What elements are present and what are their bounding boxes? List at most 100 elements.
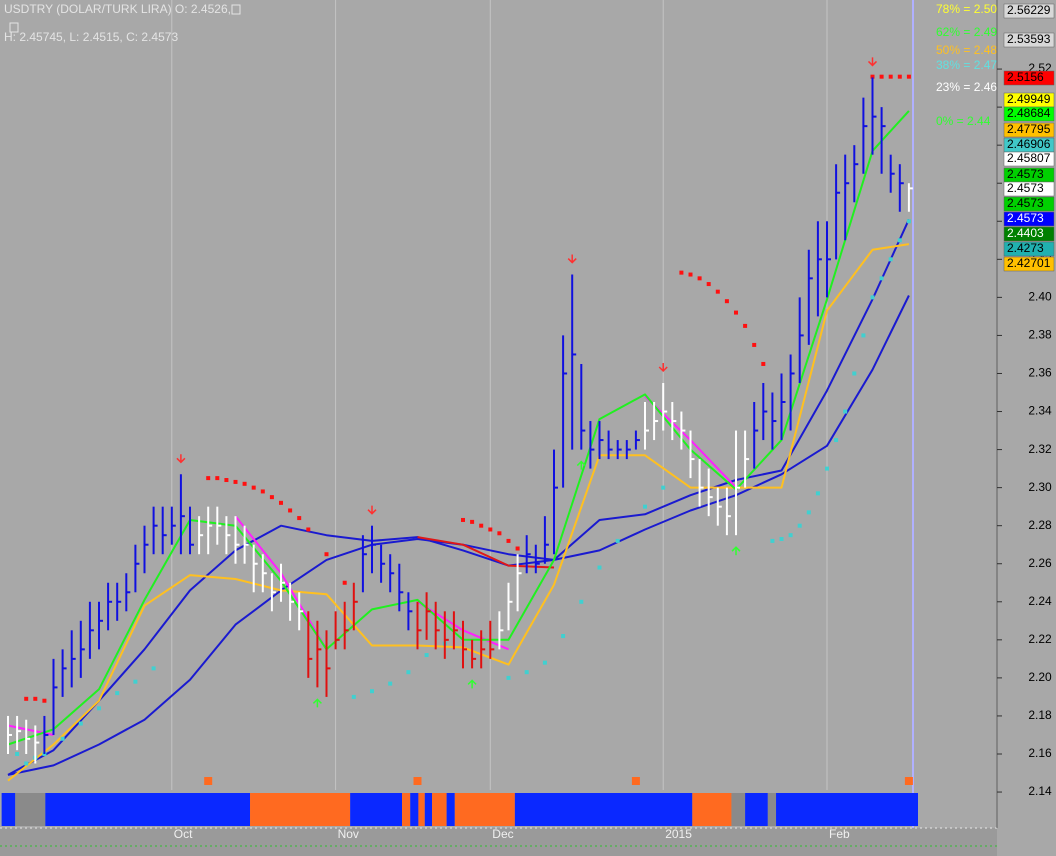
indicator-line	[417, 536, 555, 569]
trend-band	[418, 793, 425, 826]
y-tick-label: 2.26	[1028, 556, 1052, 570]
sar-dot	[643, 504, 647, 509]
price-label: 2.42701	[1007, 256, 1051, 270]
sar-dot	[24, 761, 29, 766]
sar-dot	[497, 531, 502, 536]
sar-dot	[815, 491, 820, 496]
chart-title: USDTRY (DOLAR/TURK LIRA) O: 2.4526,	[4, 2, 231, 16]
sell-signal	[658, 362, 668, 373]
trend-band	[432, 793, 447, 826]
buy-signal	[731, 546, 741, 556]
sar-dot	[761, 361, 766, 366]
sar-dot	[42, 698, 47, 703]
chart-subtitle: H: 2.45745, L: 2.4515, C: 2.4573	[4, 30, 178, 44]
trend-band	[692, 793, 732, 826]
sell-signal	[176, 454, 186, 464]
fib-label: 0% = 2.44	[936, 114, 991, 128]
price-label: 2.4403	[1007, 226, 1044, 240]
sar-dot	[688, 272, 693, 277]
y-tick-label: 2.14	[1028, 784, 1052, 798]
y-tick-label: 2.20	[1028, 670, 1052, 684]
price-label-box	[1003, 196, 1055, 212]
sar-dot	[424, 653, 429, 658]
sar-dot	[297, 516, 302, 521]
trend-band	[514, 793, 693, 826]
sar-dot	[779, 536, 784, 541]
fib-label: 62% = 2.49	[936, 25, 997, 39]
trend-band	[745, 793, 768, 826]
price-label: 2.4573	[1007, 167, 1044, 181]
price-label: 2.48684	[1007, 106, 1051, 120]
sar-dot	[615, 538, 620, 543]
y-tick-label: 2.32	[1028, 442, 1052, 456]
sar-dot	[306, 527, 311, 532]
sar-dot	[906, 74, 911, 79]
indicator-line	[7, 218, 910, 776]
sar-dot	[888, 74, 893, 79]
sar-dot	[542, 660, 547, 665]
sar-dot	[524, 670, 529, 675]
trend-band	[402, 793, 411, 826]
price-label: 2.4573	[1007, 211, 1044, 225]
icon	[9, 22, 19, 33]
sar-dot	[279, 500, 283, 505]
sar-dot	[461, 517, 465, 522]
sar-dot	[388, 681, 393, 686]
fib-label: 78% = 2.50	[936, 2, 997, 16]
price-label-box	[1003, 122, 1055, 138]
sell-signal	[367, 505, 377, 515]
sar-dot	[488, 527, 493, 532]
price-label: 2.4573	[1007, 196, 1044, 210]
sar-dot	[770, 538, 775, 543]
price-label-box	[1003, 181, 1055, 197]
x-tick-label: Nov	[338, 827, 359, 841]
sar-dot	[133, 679, 138, 684]
sar-dot	[788, 533, 793, 538]
sar-dot	[233, 479, 238, 484]
y-tick-label: 2.16	[1028, 746, 1052, 760]
sar-dot	[906, 219, 911, 224]
sar-dot	[597, 565, 602, 570]
trend-band	[731, 793, 746, 826]
y-tick-label: 2.28	[1028, 518, 1052, 532]
price-label: 2.5156	[1007, 70, 1044, 84]
price-label-box	[1003, 32, 1055, 48]
sar-dot	[206, 476, 211, 481]
sar-dot	[870, 74, 875, 79]
price-label-box	[1003, 151, 1055, 167]
price-label-box	[1003, 106, 1055, 122]
sar-dot	[151, 666, 156, 671]
price-label-box	[1003, 3, 1055, 19]
sar-dot	[78, 721, 83, 726]
sar-dot	[470, 519, 475, 524]
x-tick-label: Feb	[829, 827, 850, 841]
sar-dot	[715, 289, 720, 294]
sar-dot	[897, 74, 902, 79]
sar-dot	[370, 689, 374, 694]
y-tick-label: 2.18	[1028, 708, 1052, 722]
sar-dot	[288, 508, 293, 513]
y-tick-label: 2.30	[1028, 480, 1052, 494]
price-label-box	[1003, 70, 1055, 86]
price-label: 2.4273	[1007, 241, 1044, 255]
price-label: 2.53593	[1007, 32, 1051, 46]
buy-signal	[467, 679, 477, 689]
sar-dot	[706, 282, 711, 287]
x-tick-label: 2015	[665, 827, 692, 841]
sar-dot	[743, 323, 748, 328]
price-label-box	[1003, 226, 1055, 242]
sar-dot	[115, 691, 120, 696]
sar-dot	[60, 736, 65, 741]
sar-dot	[515, 546, 520, 551]
sar-dot	[797, 523, 802, 528]
sar-dot	[224, 478, 229, 483]
buy-signal	[576, 460, 586, 470]
trend-band	[250, 793, 351, 826]
y-tick-label: 2.24	[1028, 594, 1052, 608]
sar-dot	[351, 694, 356, 699]
price-label: 2.49949	[1007, 92, 1051, 106]
price-label: 2.56229	[1007, 3, 1051, 17]
trend-band	[424, 793, 433, 826]
